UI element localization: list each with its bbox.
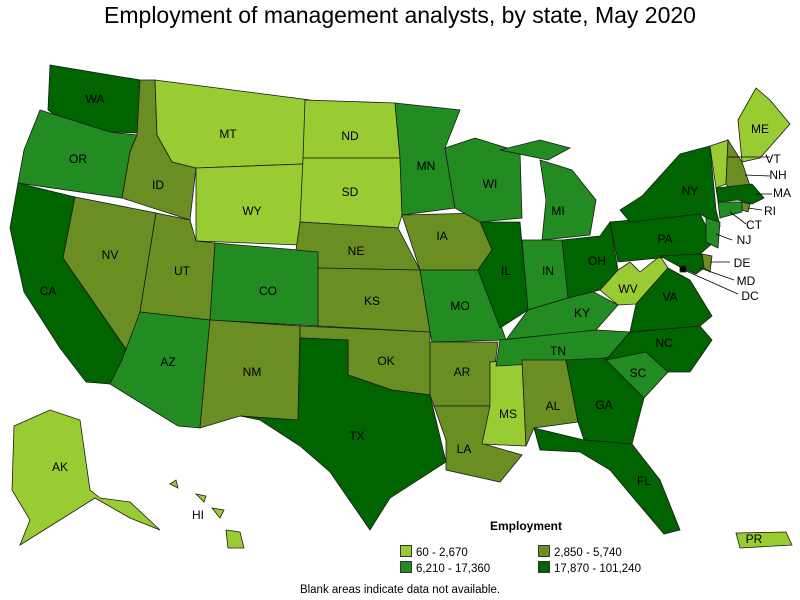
state-label-id: ID (152, 178, 164, 192)
legend-swatch-2 (538, 545, 550, 557)
leader-line-md (699, 267, 735, 281)
state-label-nc: NC (655, 336, 673, 350)
state-al (521, 359, 579, 447)
legend: Employment 60 - 2,670 2,850 - 5,740 6,21… (400, 519, 660, 579)
state-label-la: LA (457, 442, 472, 456)
state-label-co: CO (259, 284, 277, 298)
state-label-nv: NV (102, 248, 119, 262)
state-label-mn: MN (417, 159, 436, 173)
state-label-in: IN (542, 264, 554, 278)
state-label-pa: PA (657, 232, 672, 246)
state-ct (717, 201, 743, 219)
state-label-ut: UT (174, 264, 191, 278)
state-label-ny: NY (682, 184, 699, 198)
state-label-ct: CT (746, 218, 763, 232)
state-label-tn: TN (550, 344, 566, 358)
state-il (477, 221, 529, 329)
state-label-ks: KS (364, 294, 380, 308)
state-ny (619, 145, 721, 227)
state-label-ga: GA (595, 398, 612, 412)
state-label-wy: WY (242, 204, 261, 218)
state-ak (11, 409, 161, 546)
state-label-hi: HI (192, 508, 204, 522)
legend-item-1: 60 - 2,670 (400, 545, 468, 559)
state-mi (499, 139, 597, 241)
legend-swatch-1 (400, 545, 412, 557)
state-label-mt: MT (219, 127, 237, 141)
legend-title: Employment (490, 519, 563, 533)
legend-swatch-4 (538, 561, 550, 573)
state-sd (299, 157, 403, 229)
state-label-ar: AR (454, 365, 471, 379)
leader-line-nj (715, 233, 733, 241)
leader-line-ct (729, 211, 747, 225)
dc-marker (680, 266, 686, 272)
state-fl (533, 427, 681, 535)
legend-item-2: 2,850 - 5,740 (538, 545, 622, 559)
state-label-nh: NH (769, 168, 786, 182)
legend-item-4: 17,870 - 101,240 (538, 561, 641, 575)
footnote: Blank areas indicate data not available. (299, 584, 501, 596)
state-label-ms: MS (499, 407, 517, 421)
state-label-mo: MO (450, 299, 469, 313)
state-label-ca: CA (40, 284, 57, 298)
leader-line-nh (744, 174, 771, 177)
state-hi (169, 479, 245, 549)
state-label-ak: AK (52, 460, 68, 474)
state-label-ky: KY (574, 306, 590, 320)
state-mt (154, 79, 311, 169)
state-label-wa: WA (86, 92, 105, 106)
state-label-wi: WI (483, 177, 498, 191)
state-label-al: AL (546, 399, 561, 413)
state-label-sd: SD (342, 185, 359, 199)
map-title: Employment of management analysts, by st… (104, 2, 696, 28)
state-label-nm: NM (243, 365, 262, 379)
legend-item-3: 6,210 - 17,360 (400, 561, 490, 575)
state-label-nd: ND (341, 129, 359, 143)
state-tx (239, 337, 447, 531)
state-label-ok: OK (377, 354, 394, 368)
state-pr (735, 531, 793, 549)
state-label-az: AZ (160, 355, 175, 369)
state-md (658, 253, 705, 275)
state-label-fl: FL (637, 474, 651, 488)
legend-swatch-3 (400, 561, 412, 573)
state-label-il: IL (501, 264, 511, 278)
state-label-ia: IA (436, 229, 447, 243)
state-label-ma: MA (773, 186, 791, 200)
state-label-tx: TX (349, 429, 364, 443)
state-label-dc: DC (741, 289, 759, 303)
state-label-or: OR (69, 152, 87, 166)
state-label-md: MD (737, 274, 756, 288)
state-label-oh: OH (588, 254, 606, 268)
state-label-nj: NJ (737, 233, 752, 247)
state-label-de: DE (734, 256, 751, 270)
state-nj (705, 217, 721, 249)
state-label-wv: WV (618, 282, 637, 296)
state-label-pr: PR (746, 532, 763, 546)
state-label-vt: VT (765, 152, 781, 166)
state-ri (741, 201, 751, 213)
state-va (629, 267, 713, 333)
leader-line-ri (747, 207, 763, 211)
state-label-ne: NE (348, 244, 365, 258)
state-label-va: VA (662, 290, 677, 304)
state-wi (444, 137, 523, 223)
state-label-ri: RI (764, 204, 776, 218)
state-label-me: ME (751, 122, 769, 136)
leader-line-dc (683, 269, 739, 295)
state-label-mi: MI (551, 204, 564, 218)
state-label-sc: SC (630, 366, 647, 380)
